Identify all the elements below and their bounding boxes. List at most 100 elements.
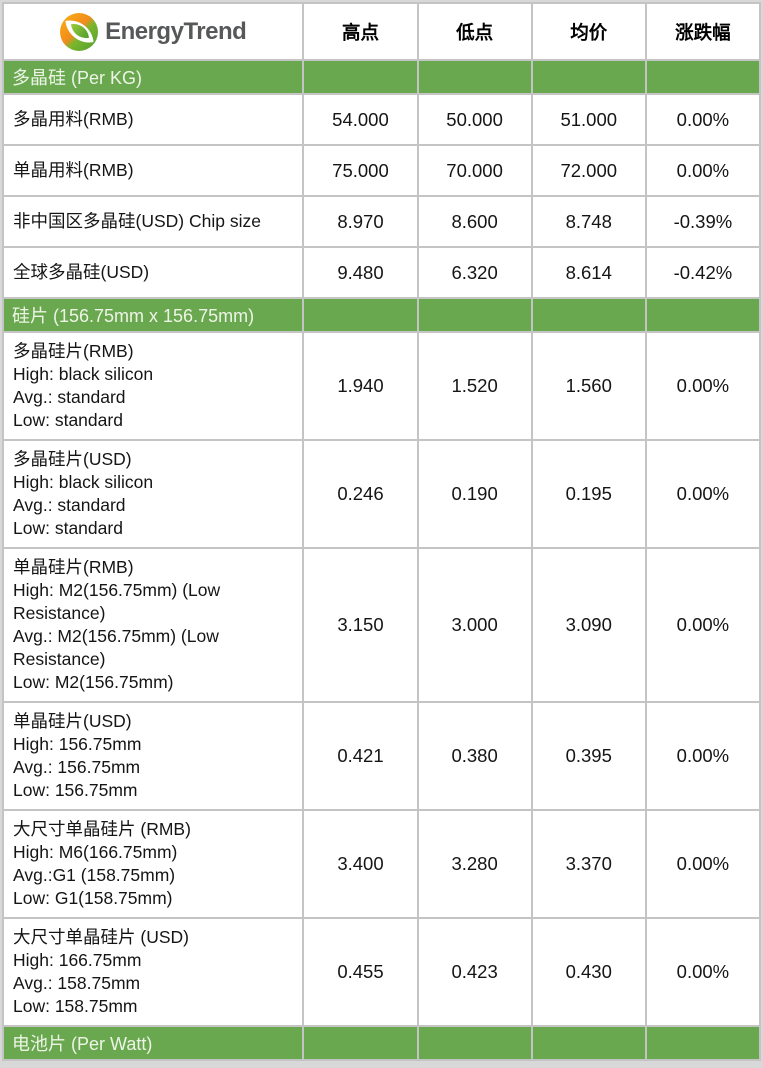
table-row: 大尺寸单晶硅片 (RMB) High: M6(166.75mm) Avg.:G1 (… <box>4 811 759 917</box>
low-value-cell: 0.190 <box>418 441 531 547</box>
section-empty-cell <box>646 299 759 331</box>
row-label-spec-line: Avg.: standard <box>13 495 126 515</box>
section-empty-cell <box>532 299 645 331</box>
avg-value-cell: 1.560 <box>532 333 645 439</box>
low-value-cell: 1.520 <box>418 333 531 439</box>
change-value-cell: 0.00% <box>646 549 759 701</box>
section-title: 电池片 (Per Watt) <box>4 1027 303 1059</box>
row-label-title: 单晶硅片(USD) <box>13 711 132 731</box>
row-label-spec-line: High: M6(166.75mm) <box>13 842 178 862</box>
row-label-title: 大尺寸单晶硅片 (USD) <box>13 927 189 947</box>
avg-value-cell: 0.430 <box>532 919 645 1025</box>
table-row: 多晶用料(RMB) 54.000 50.000 51.000 0.00% <box>4 95 759 144</box>
row-label-spec-line: Low: G1(158.75mm) <box>13 888 173 908</box>
high-value-cell: 75.000 <box>304 146 417 195</box>
row-label-title: 多晶硅片(USD) <box>13 449 132 469</box>
change-value-cell: 0.00% <box>646 919 759 1025</box>
brand-logo: EnergyTrend <box>12 12 294 51</box>
low-value-cell: 8.600 <box>418 197 531 246</box>
row-label-cell: 多晶硅片(USD) High: black silicon Avg.: standa… <box>4 441 303 547</box>
brand-cell: EnergyTrend <box>4 4 303 59</box>
change-value-cell: 0.00% <box>646 811 759 917</box>
high-value-cell: 0.455 <box>304 919 417 1025</box>
table-row: 单晶硅片(RMB) High: M2(156.75mm) (Low Resista… <box>4 549 759 701</box>
avg-value-cell: 3.370 <box>532 811 645 917</box>
row-label-cell: 多晶用料(RMB) <box>4 95 303 144</box>
section-empty-cell <box>304 299 417 331</box>
section-empty-cell <box>304 1027 417 1059</box>
high-value-cell: 1.940 <box>304 333 417 439</box>
low-value-cell: 3.280 <box>418 811 531 917</box>
row-label-title: 多晶用料(RMB) <box>13 109 134 129</box>
section-title: 多晶硅 (Per KG) <box>4 61 303 93</box>
row-label-spec-line: Low: 156.75mm <box>13 780 138 800</box>
change-value-cell: -0.39% <box>646 197 759 246</box>
low-value-cell: 50.000 <box>418 95 531 144</box>
avg-value-cell: 3.090 <box>532 549 645 701</box>
table-row: 单晶硅片(USD) High: 156.75mm Avg.: 156.75mm Low… <box>4 703 759 809</box>
row-label-spec-line: High: 156.75mm <box>13 734 142 754</box>
row-label-cell: 大尺寸单晶硅片 (RMB) High: M6(166.75mm) Avg.:G1 (… <box>4 811 303 917</box>
section-row: 电池片 (Per Watt) <box>4 1027 759 1059</box>
section-title: 硅片 (156.75mm x 156.75mm) <box>4 299 303 331</box>
row-label-spec-line: High: 166.75mm <box>13 950 142 970</box>
high-value-cell: 0.246 <box>304 441 417 547</box>
table-row: 多晶硅片(USD) High: black silicon Avg.: standa… <box>4 441 759 547</box>
row-label-title: 多晶硅片(RMB) <box>13 341 134 361</box>
avg-value-cell: 0.195 <box>532 441 645 547</box>
section-empty-cell <box>418 61 531 93</box>
low-value-cell: 6.320 <box>418 248 531 297</box>
column-header-high: 高点 <box>304 4 417 59</box>
high-value-cell: 54.000 <box>304 95 417 144</box>
section-empty-cell <box>418 299 531 331</box>
column-header-change: 涨跌幅 <box>646 4 759 59</box>
low-value-cell: 0.380 <box>418 703 531 809</box>
row-label-cell: 单晶硅片(RMB) High: M2(156.75mm) (Low Resista… <box>4 549 303 701</box>
row-label-spec-line: Low: standard <box>13 518 123 538</box>
low-value-cell: 0.423 <box>418 919 531 1025</box>
row-label-title: 单晶用料(RMB) <box>13 160 134 180</box>
row-label-title: 全球多晶硅(USD) <box>13 262 150 282</box>
row-label-spec-line: Avg.: 158.75mm <box>13 973 141 993</box>
row-label-cell: 大尺寸单晶硅片 (USD) High: 166.75mm Avg.: 158.75m… <box>4 919 303 1025</box>
row-label-cell: 非中国区多晶硅(USD) Chip size <box>4 197 303 246</box>
row-label-cell: 单晶硅片(USD) High: 156.75mm Avg.: 156.75mm Low… <box>4 703 303 809</box>
row-label-spec-line: High: black silicon <box>13 472 154 492</box>
row-label-spec-line: Avg.: standard <box>13 387 126 407</box>
change-value-cell: 0.00% <box>646 703 759 809</box>
high-value-cell: 8.970 <box>304 197 417 246</box>
high-value-cell: 0.421 <box>304 703 417 809</box>
low-value-cell: 70.000 <box>418 146 531 195</box>
brand-name: EnergyTrend <box>105 17 247 45</box>
row-label-title: 大尺寸单晶硅片 (RMB) <box>13 819 191 839</box>
row-label-spec-line: Avg.: M2(156.75mm) (Low Resistance) <box>13 626 219 669</box>
change-value-cell: -0.42% <box>646 248 759 297</box>
change-value-cell: 0.00% <box>646 95 759 144</box>
table-row: 全球多晶硅(USD) 9.480 6.320 8.614 -0.42% <box>4 248 759 297</box>
row-label-cell: 全球多晶硅(USD) <box>4 248 303 297</box>
section-empty-cell <box>532 1027 645 1059</box>
section-empty-cell <box>418 1027 531 1059</box>
avg-value-cell: 72.000 <box>532 146 645 195</box>
change-value-cell: 0.00% <box>646 441 759 547</box>
table-row: 单晶用料(RMB) 75.000 70.000 72.000 0.00% <box>4 146 759 195</box>
row-label-spec-line: Low: 158.75mm <box>13 996 138 1016</box>
avg-value-cell: 8.614 <box>532 248 645 297</box>
high-value-cell: 3.150 <box>304 549 417 701</box>
table-header-row: EnergyTrend 高点 低点 均价 涨跌幅 <box>4 4 759 59</box>
high-value-cell: 9.480 <box>304 248 417 297</box>
avg-value-cell: 51.000 <box>532 95 645 144</box>
section-empty-cell <box>646 1027 759 1059</box>
avg-value-cell: 8.748 <box>532 197 645 246</box>
high-value-cell: 3.400 <box>304 811 417 917</box>
row-label-spec-line: Low: M2(156.75mm) <box>13 672 174 692</box>
row-label-spec-line: High: black silicon <box>13 364 154 384</box>
row-label-spec-line: Avg.: 156.75mm <box>13 757 141 777</box>
change-value-cell: 0.00% <box>646 333 759 439</box>
section-row: 多晶硅 (Per KG) <box>4 61 759 93</box>
low-value-cell: 3.000 <box>418 549 531 701</box>
row-label-spec-line: Avg.:G1 (158.75mm) <box>13 865 176 885</box>
section-empty-cell <box>532 61 645 93</box>
